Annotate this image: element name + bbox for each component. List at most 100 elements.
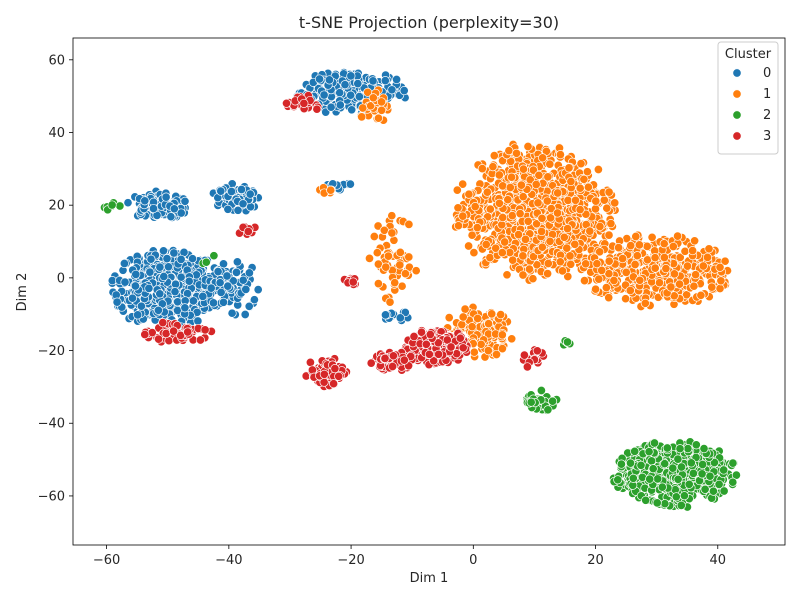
data-point	[392, 74, 402, 85]
data-point	[354, 92, 364, 102]
data-point	[193, 316, 203, 326]
y-tick-label: 0	[57, 271, 65, 286]
data-point	[502, 270, 512, 280]
data-point	[507, 172, 517, 182]
data-point	[504, 146, 514, 156]
data-point	[485, 204, 495, 214]
data-point	[233, 205, 243, 215]
data-point	[519, 350, 529, 360]
data-point	[136, 301, 146, 311]
data-point	[599, 195, 609, 205]
data-point	[477, 164, 487, 174]
data-point	[508, 255, 518, 265]
data-point	[368, 76, 378, 86]
data-point	[112, 297, 122, 307]
data-point	[653, 474, 663, 484]
data-point	[532, 346, 542, 356]
data-point	[528, 165, 538, 175]
data-point	[153, 305, 163, 315]
legend-title: Cluster	[725, 47, 772, 62]
y-tick-label: 60	[48, 53, 65, 68]
data-point	[516, 180, 526, 190]
data-point	[715, 283, 725, 294]
data-point	[513, 230, 524, 240]
data-point	[434, 349, 444, 359]
data-point	[201, 257, 211, 267]
data-point	[497, 330, 507, 340]
data-point	[115, 201, 125, 211]
data-point	[503, 195, 513, 205]
data-point	[704, 244, 714, 254]
data-point	[416, 327, 427, 337]
data-point	[673, 231, 683, 241]
data-point	[226, 186, 237, 197]
data-point	[534, 170, 544, 180]
data-point	[626, 241, 636, 251]
data-point	[673, 474, 683, 484]
data-point	[353, 79, 363, 89]
data-point	[523, 141, 533, 152]
data-point	[404, 219, 414, 229]
data-point	[120, 277, 130, 287]
data-point	[661, 264, 671, 274]
data-point	[518, 164, 529, 174]
legend-label: 3	[763, 129, 771, 144]
data-point	[145, 267, 155, 277]
data-point	[188, 296, 198, 306]
data-point	[467, 230, 477, 240]
data-point	[507, 211, 517, 221]
data-point	[330, 364, 340, 374]
data-point	[652, 498, 662, 508]
data-point	[728, 458, 738, 468]
data-point	[543, 258, 553, 269]
data-point	[564, 163, 574, 173]
data-point	[158, 246, 169, 256]
data-point	[464, 189, 474, 199]
data-point	[591, 196, 601, 206]
data-point	[650, 253, 660, 263]
data-point	[691, 270, 701, 280]
data-point	[222, 271, 232, 281]
data-point	[223, 281, 233, 291]
data-point	[329, 379, 339, 389]
y-axis-ticks: −60 −40 −20 0 20 40 60	[38, 53, 73, 504]
data-point	[455, 333, 465, 343]
data-point	[166, 212, 176, 222]
data-point	[319, 90, 329, 100]
data-point	[699, 444, 709, 454]
data-point	[682, 261, 693, 271]
data-point	[562, 243, 572, 253]
data-point	[155, 262, 165, 272]
data-point	[444, 313, 454, 323]
data-point	[388, 351, 398, 361]
data-point	[176, 272, 186, 282]
data-point	[491, 349, 502, 360]
x-tick-label: −40	[215, 553, 242, 568]
data-point	[719, 465, 729, 475]
data-point	[604, 230, 614, 240]
data-point	[473, 313, 483, 324]
data-point	[154, 334, 164, 344]
data-point	[469, 248, 479, 258]
data-point	[184, 276, 194, 286]
data-point	[216, 186, 226, 196]
data-point	[579, 276, 590, 286]
data-point	[385, 297, 395, 307]
data-point	[187, 254, 198, 264]
data-point	[388, 361, 398, 372]
data-point	[253, 285, 263, 295]
data-point	[476, 339, 486, 349]
data-point	[369, 231, 379, 242]
data-point	[602, 203, 612, 213]
data-point	[566, 176, 576, 187]
data-point	[319, 369, 329, 379]
data-point	[498, 212, 508, 223]
data-point	[668, 463, 678, 473]
x-tick-label: −20	[337, 553, 364, 568]
data-point	[107, 200, 117, 210]
data-point	[518, 192, 528, 202]
data-point	[404, 252, 414, 262]
x-tick-label: 40	[709, 553, 726, 568]
data-point	[604, 256, 614, 266]
data-point	[487, 309, 497, 319]
